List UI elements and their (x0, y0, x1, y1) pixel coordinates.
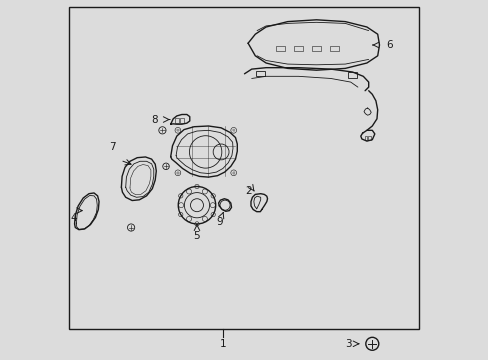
Bar (180, 118, 184, 123)
Bar (311, 46, 320, 51)
Bar (175, 118, 179, 123)
Text: 8: 8 (151, 114, 158, 125)
Bar (69, 7, 419, 329)
Bar (294, 46, 302, 51)
Bar (256, 71, 264, 76)
Text: 9: 9 (216, 217, 222, 227)
Text: 4: 4 (70, 213, 77, 223)
Bar (329, 46, 338, 51)
Text: 6: 6 (386, 40, 392, 50)
Text: 5: 5 (193, 231, 200, 241)
Text: 7: 7 (108, 142, 115, 152)
Text: 2: 2 (244, 186, 251, 197)
Bar (364, 136, 366, 140)
Bar (347, 72, 356, 78)
Bar (276, 46, 284, 51)
Text: 3: 3 (345, 339, 351, 349)
Text: 1: 1 (219, 339, 226, 349)
Bar (367, 136, 370, 140)
